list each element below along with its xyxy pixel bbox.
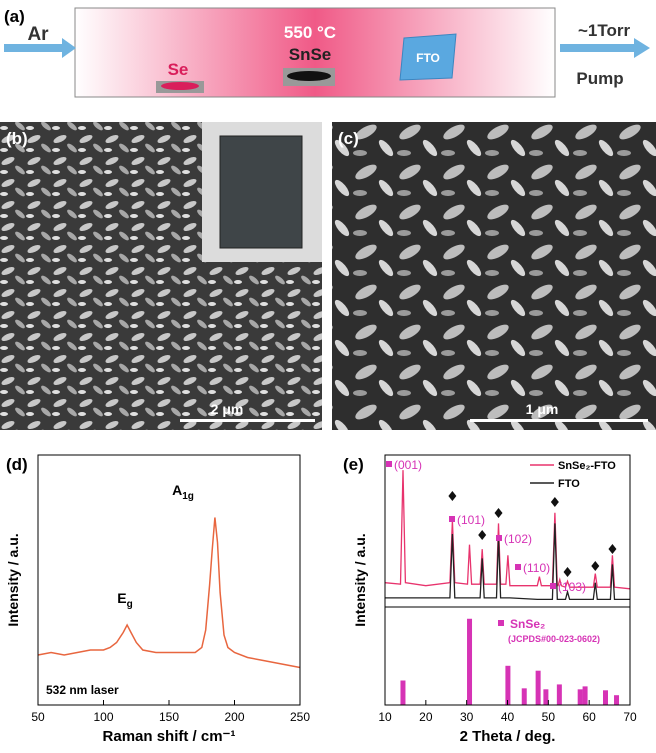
substrate <box>399 33 457 81</box>
source-label: Se <box>168 60 189 79</box>
peak-marker <box>496 535 502 541</box>
diamond-marker <box>608 544 617 554</box>
x-tick-label: 200 <box>224 710 244 724</box>
powder <box>161 82 199 90</box>
line <box>385 523 630 601</box>
source-label: SnSe <box>289 45 332 64</box>
peak-label: (001) <box>394 458 422 472</box>
panel-label: (e) <box>343 455 364 474</box>
gas: Ar <box>27 24 49 45</box>
reference-source: (JCPDS#00-023-0602) <box>508 634 600 644</box>
scale-bar <box>180 419 315 422</box>
peak-marker <box>449 516 455 522</box>
peak-marker <box>550 583 556 589</box>
reference-bar <box>521 688 527 705</box>
arrow <box>560 38 650 58</box>
reference-bar <box>614 695 620 705</box>
legend-marker <box>498 620 504 626</box>
scale-bar <box>470 419 648 422</box>
scale-bar-label: 1 μm <box>526 401 559 417</box>
x-tick-label: 30 <box>460 710 474 724</box>
substrate-label: FTO <box>416 51 440 65</box>
panel-label: (b) <box>6 129 28 148</box>
reference-bar <box>467 618 473 705</box>
peak-label: (102) <box>504 532 532 546</box>
scale-bar-label: 2 μm <box>211 401 244 417</box>
line <box>384 470 631 590</box>
x-tick-label: 50 <box>542 710 556 724</box>
annotation: A1g <box>172 482 194 502</box>
annotation-subscript: g <box>127 599 133 610</box>
reference-bar <box>556 684 562 705</box>
peak-label: (103) <box>558 580 586 594</box>
peak-label: (101) <box>457 513 485 527</box>
note: 532 nm laser <box>46 683 119 697</box>
pump: Pump <box>576 69 623 88</box>
reference-bar <box>603 690 608 705</box>
diamond-marker <box>494 508 503 518</box>
peak-marker <box>515 564 521 570</box>
annotation: Eg <box>117 590 132 610</box>
x-tick-label: 150 <box>159 710 179 724</box>
x-axis-label: 2 Theta / deg. <box>460 728 556 745</box>
x-tick-label: 20 <box>419 710 433 724</box>
panel-label: (c) <box>338 129 359 148</box>
legend-label: FTO <box>558 478 580 490</box>
plot-frame <box>37 454 301 706</box>
x-tick-label: 250 <box>290 710 310 724</box>
panel-label: (d) <box>6 455 28 474</box>
reference-bar <box>400 680 406 705</box>
film-photo <box>219 135 303 249</box>
x-tick-label: 50 <box>31 710 45 724</box>
diamond-marker <box>448 491 457 501</box>
annotation-text: A <box>172 482 182 498</box>
line <box>37 517 301 669</box>
temperature: 550 °C <box>284 23 336 42</box>
reference-bar <box>577 689 583 705</box>
x-tick-label: 40 <box>501 710 515 724</box>
y-axis-label: Intensity / a.u. <box>5 533 21 626</box>
reference-bar <box>543 689 549 705</box>
annotation-subscript: 1g <box>182 491 194 502</box>
x-tick-label: 100 <box>93 710 113 724</box>
reference-bar <box>535 670 541 705</box>
panel-label: (a) <box>4 7 25 26</box>
y-axis-label: Intensity / a.u. <box>352 533 368 626</box>
peak-label: (110) <box>523 561 550 575</box>
reference-name: SnSe₂ <box>510 617 545 631</box>
diamond-marker <box>563 567 572 577</box>
legend-label: SnSe₂-FTO <box>558 460 616 472</box>
diamond-marker <box>550 497 559 507</box>
peak-marker <box>386 461 392 467</box>
diamond-marker <box>591 561 600 571</box>
sem-image <box>332 122 656 430</box>
diamond-marker <box>478 530 487 540</box>
x-axis-label: Raman shift / cm⁻¹ <box>103 728 236 745</box>
pressure: ~1Torr <box>578 21 631 40</box>
reference-bar <box>505 665 511 705</box>
x-tick-label: 70 <box>623 710 637 724</box>
reference-bar <box>582 686 588 705</box>
x-tick-label: 10 <box>378 710 392 724</box>
powder <box>287 71 331 81</box>
x-tick-label: 60 <box>582 710 596 724</box>
annotation-text: E <box>117 590 126 606</box>
arrow <box>4 38 76 58</box>
